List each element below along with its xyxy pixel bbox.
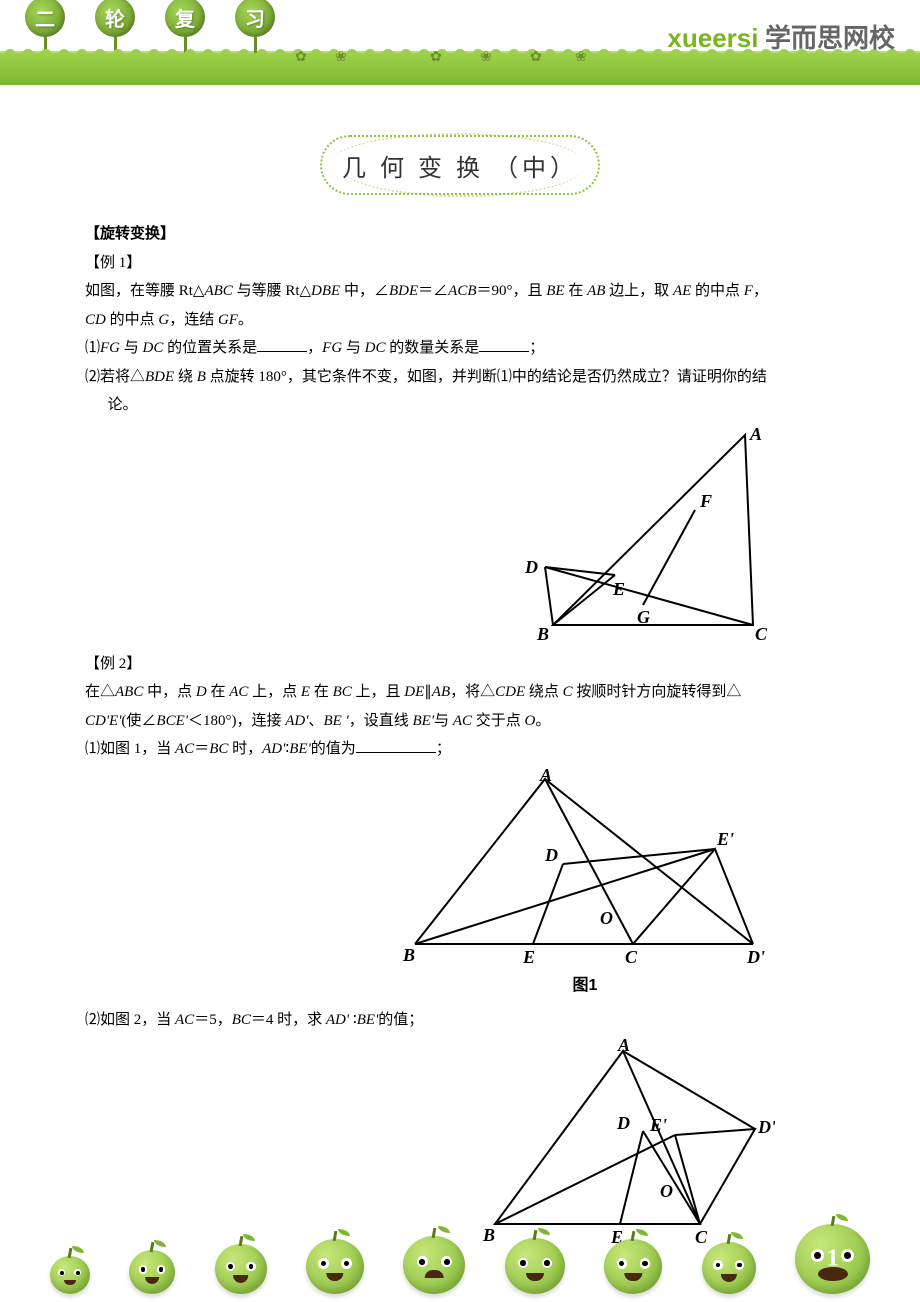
figure-ex1: A B C D E F G <box>515 425 775 645</box>
brand-logo: xueersi 学而思网校 <box>667 18 895 55</box>
svg-text:C: C <box>625 947 638 967</box>
svg-text:E': E' <box>649 1115 667 1135</box>
svg-text:O: O <box>600 908 613 928</box>
tree-char: 轮 <box>95 0 135 37</box>
blank-line <box>479 336 529 353</box>
tree-char: 习 <box>235 0 275 37</box>
example-heading: 【例 1】 <box>85 249 835 278</box>
section-heading: 【旋转变换】 <box>85 220 835 249</box>
figure-ex2a: A B E C D' D E' O 图1 <box>395 769 775 1001</box>
apple-icon <box>306 1239 364 1294</box>
tree-char: 二 <box>25 0 65 37</box>
blank-line <box>257 336 307 353</box>
flower-icon: ✿ <box>530 49 544 63</box>
ex2-para: CD'E'(使∠BCE'＜180°)，连接 AD'、BE '，设直线 BE'与 … <box>85 707 835 736</box>
figure-caption: 图1 <box>395 971 775 1001</box>
brand-cn: 学而思网校 <box>758 24 895 53</box>
svg-text:D: D <box>524 557 538 577</box>
svg-text:A: A <box>749 425 762 444</box>
flower-icon: ❀ <box>575 49 589 63</box>
svg-text:D': D' <box>757 1117 775 1137</box>
svg-text:B: B <box>536 624 549 644</box>
page-number: 1 <box>827 1246 839 1273</box>
apple-icon <box>702 1242 756 1294</box>
svg-text:E': E' <box>716 829 734 849</box>
svg-text:D': D' <box>746 947 765 967</box>
svg-text:D: D <box>544 845 558 865</box>
svg-text:O: O <box>660 1181 673 1201</box>
svg-text:G: G <box>637 607 650 627</box>
svg-text:A: A <box>539 769 552 785</box>
svg-text:F: F <box>699 491 712 511</box>
page-title-bubble: 几 何 变 换 （中） <box>320 135 600 195</box>
ex1-q1: ⑴FG 与 DC 的位置关系是，FG 与 DC 的数量关系是； <box>85 334 835 363</box>
svg-text:C: C <box>755 624 768 644</box>
apple-icon <box>215 1244 267 1294</box>
apple-page-number: 1 <box>795 1224 870 1294</box>
svg-text:A: A <box>617 1039 630 1055</box>
geometry-diagram-1: A B C D E F G <box>515 425 775 645</box>
page-footer: 1 <box>0 1212 920 1302</box>
page-header: 二 轮 复 习 ✿ ❀ ✿ ❀ ✿ ❀ xueersi 学而思网校 <box>0 0 920 85</box>
flower-icon: ✿ <box>295 49 309 63</box>
header-grass <box>0 53 920 85</box>
content-body: 【旋转变换】 【例 1】 如图，在等腰 Rt△ABC 与等腰 Rt△DBE 中，… <box>0 220 920 1282</box>
svg-text:E: E <box>522 947 535 967</box>
apple-icon <box>50 1256 90 1294</box>
tree-char: 复 <box>165 0 205 37</box>
flower-icon: ❀ <box>480 49 494 63</box>
ex2-q2: ⑵如图 2，当 AC＝5，BC＝4 时，求 AD' ∶BE'的值； <box>85 1006 835 1035</box>
ex1-para: CD 的中点 G，连结 GF。 <box>85 306 835 335</box>
svg-text:E: E <box>612 579 625 599</box>
ex1-q2: ⑵若将△BDE 绕 B 点旋转 180°，其它条件不变，如图，并判断⑴中的结论是… <box>85 363 835 420</box>
blank-line <box>356 737 436 754</box>
example-heading: 【例 2】 <box>85 650 835 679</box>
flower-icon: ❀ <box>335 49 349 63</box>
apple-icon <box>505 1238 565 1294</box>
page-title: 几 何 变 换 （中） <box>342 148 578 183</box>
geometry-diagram-2a: A B E C D' D E' O <box>395 769 775 969</box>
apple-icon <box>403 1236 465 1294</box>
ex1-para: 如图，在等腰 Rt△ABC 与等腰 Rt△DBE 中，∠BDE＝∠ACB＝90°… <box>85 277 835 306</box>
ex2-q1: ⑴如图 1，当 AC＝BC 时，AD'∶BE'的值为； <box>85 735 835 764</box>
svg-text:B: B <box>402 945 415 965</box>
apple-icon <box>604 1239 662 1294</box>
apple-icon <box>129 1250 175 1294</box>
ex2-para: 在△ABC 中，点 D 在 AC 上，点 E 在 BC 上，且 DE∥AB，将△… <box>85 678 835 707</box>
flower-icon: ✿ <box>430 49 444 63</box>
brand-en: xueersi <box>667 23 758 53</box>
svg-text:D: D <box>616 1113 630 1133</box>
